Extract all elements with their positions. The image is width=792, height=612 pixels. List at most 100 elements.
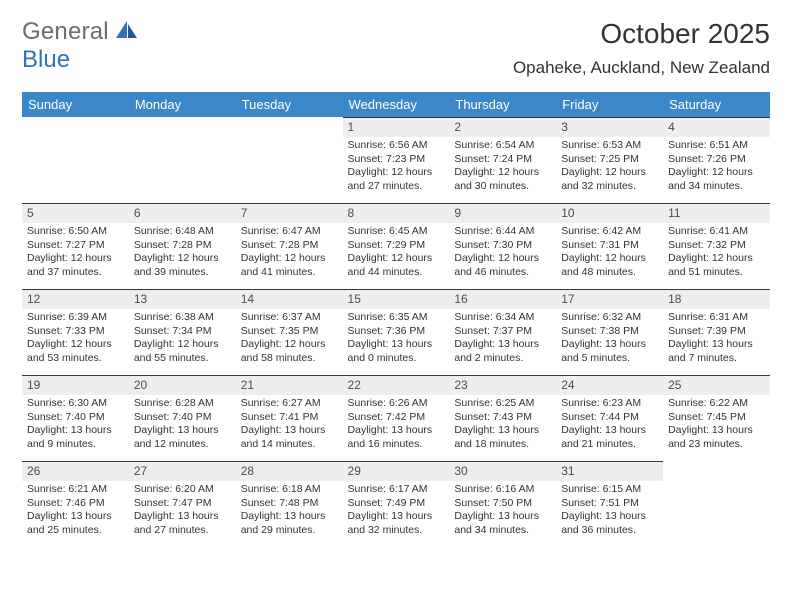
weekday-header: Tuesday	[236, 92, 343, 117]
sunset-text: Sunset: 7:45 PM	[668, 411, 765, 424]
sunset-text: Sunset: 7:41 PM	[241, 411, 338, 424]
daylight-text: Daylight: 13 hours and 27 minutes.	[134, 510, 231, 537]
daylight-text: Daylight: 12 hours and 27 minutes.	[348, 166, 445, 193]
daylight-text: Daylight: 13 hours and 36 minutes.	[561, 510, 658, 537]
sunrise-text: Sunrise: 6:20 AM	[134, 483, 231, 496]
day-number: 20	[129, 375, 236, 395]
day-content: Sunrise: 6:31 AMSunset: 7:39 PMDaylight:…	[663, 309, 770, 367]
sunrise-text: Sunrise: 6:34 AM	[454, 311, 551, 324]
day-number: 22	[343, 375, 450, 395]
sunrise-text: Sunrise: 6:26 AM	[348, 397, 445, 410]
calendar-cell: 24Sunrise: 6:23 AMSunset: 7:44 PMDayligh…	[556, 375, 663, 461]
sunset-text: Sunset: 7:31 PM	[561, 239, 658, 252]
sunrise-text: Sunrise: 6:51 AM	[668, 139, 765, 152]
calendar-table: Sunday Monday Tuesday Wednesday Thursday…	[22, 92, 770, 547]
sunrise-text: Sunrise: 6:54 AM	[454, 139, 551, 152]
calendar-cell: 22Sunrise: 6:26 AMSunset: 7:42 PMDayligh…	[343, 375, 450, 461]
day-content: Sunrise: 6:17 AMSunset: 7:49 PMDaylight:…	[343, 481, 450, 539]
sunrise-text: Sunrise: 6:42 AM	[561, 225, 658, 238]
daylight-text: Daylight: 12 hours and 37 minutes.	[27, 252, 124, 279]
sunrise-text: Sunrise: 6:44 AM	[454, 225, 551, 238]
calendar-cell: 15 Sunrise: 6:35 AMSunset: 7:36 PMDayligh…	[343, 289, 450, 375]
calendar-cell: 11Sunrise: 6:41 AMSunset: 7:32 PMDayligh…	[663, 203, 770, 289]
calendar-cell: 14Sunrise: 6:37 AMSunset: 7:35 PMDayligh…	[236, 289, 343, 375]
daylight-text: Daylight: 12 hours and 48 minutes.	[561, 252, 658, 279]
calendar-cell: 13Sunrise: 6:38 AMSunset: 7:34 PMDayligh…	[129, 289, 236, 375]
day-number: 8	[343, 203, 450, 223]
day-number: 5	[22, 203, 129, 223]
daylight-text: Daylight: 13 hours and 5 minutes.	[561, 338, 658, 365]
day-number: 2	[449, 117, 556, 137]
sunrise-text: Sunrise: 6:45 AM	[348, 225, 445, 238]
weekday-header: Wednesday	[343, 92, 450, 117]
sunrise-text: Sunrise: 6:28 AM	[134, 397, 231, 410]
day-content: Sunrise: 6:23 AMSunset: 7:44 PMDaylight:…	[556, 395, 663, 453]
daylight-text: Daylight: 12 hours and 39 minutes.	[134, 252, 231, 279]
day-content: Sunrise: 6:51 AMSunset: 7:26 PMDaylight:…	[663, 137, 770, 195]
day-number: 3	[556, 117, 663, 137]
day-number: 30	[449, 461, 556, 481]
day-number: 14	[236, 289, 343, 309]
sunrise-text: Sunrise: 6:53 AM	[561, 139, 658, 152]
day-content: Sunrise: 6:21 AMSunset: 7:46 PMDaylight:…	[22, 481, 129, 539]
logo-text: General Blue	[22, 18, 138, 74]
daylight-text: Daylight: 13 hours and 21 minutes.	[561, 424, 658, 451]
title-block: October 2025 Opaheke, Auckland, New Zeal…	[513, 18, 770, 78]
sunrise-text: Sunrise: 6:16 AM	[454, 483, 551, 496]
calendar-cell: 25Sunrise: 6:22 AMSunset: 7:45 PMDayligh…	[663, 375, 770, 461]
calendar-cell: 30Sunrise: 6:16 AMSunset: 7:50 PMDayligh…	[449, 461, 556, 547]
day-number: 7	[236, 203, 343, 223]
sunrise-text: Sunrise: 6:41 AM	[668, 225, 765, 238]
sunrise-text: Sunrise: 6:30 AM	[27, 397, 124, 410]
day-content: Sunrise: 6:26 AMSunset: 7:42 PMDaylight:…	[343, 395, 450, 453]
day-content: Sunrise: 6:16 AMSunset: 7:50 PMDaylight:…	[449, 481, 556, 539]
calendar-cell: 1Sunrise: 6:56 AMSunset: 7:23 PMDaylight…	[343, 117, 450, 203]
daylight-text: Daylight: 13 hours and 23 minutes.	[668, 424, 765, 451]
sunset-text: Sunset: 7:28 PM	[241, 239, 338, 252]
day-content: Sunrise: 6:54 AMSunset: 7:24 PMDaylight:…	[449, 137, 556, 195]
day-content: Sunrise: 6:38 AMSunset: 7:34 PMDaylight:…	[129, 309, 236, 367]
weekday-header: Friday	[556, 92, 663, 117]
sunset-text: Sunset: 7:32 PM	[668, 239, 765, 252]
sunset-text: Sunset: 7:38 PM	[561, 325, 658, 338]
calendar-row: 19Sunrise: 6:30 AMSunset: 7:40 PMDayligh…	[22, 375, 770, 461]
logo-word-general: General	[22, 18, 109, 45]
day-number: 10	[556, 203, 663, 223]
day-content: Sunrise: 6:30 AMSunset: 7:40 PMDaylight:…	[22, 395, 129, 453]
daylight-text: Daylight: 12 hours and 34 minutes.	[668, 166, 765, 193]
day-number: 26	[22, 461, 129, 481]
daylight-text: Daylight: 13 hours and 0 minutes.	[348, 338, 445, 365]
sunrise-text: Sunrise: 6:47 AM	[241, 225, 338, 238]
daylight-text: Daylight: 12 hours and 51 minutes.	[668, 252, 765, 279]
calendar-cell	[22, 117, 129, 203]
day-number: 24	[556, 375, 663, 395]
sunset-text: Sunset: 7:28 PM	[134, 239, 231, 252]
day-number: 9	[449, 203, 556, 223]
day-content: Sunrise: 6:50 AMSunset: 7:27 PMDaylight:…	[22, 223, 129, 281]
daylight-text: Daylight: 13 hours and 25 minutes.	[27, 510, 124, 537]
day-number: 6	[129, 203, 236, 223]
day-content: Sunrise: 6:20 AMSunset: 7:47 PMDaylight:…	[129, 481, 236, 539]
calendar-cell: 2Sunrise: 6:54 AMSunset: 7:24 PMDaylight…	[449, 117, 556, 203]
daylight-text: Daylight: 12 hours and 58 minutes.	[241, 338, 338, 365]
sunset-text: Sunset: 7:43 PM	[454, 411, 551, 424]
calendar-cell: 10 Sunrise: 6:42 AMSunset: 7:31 PMDayligh…	[556, 203, 663, 289]
sunset-text: Sunset: 7:49 PM	[348, 497, 445, 510]
sunset-text: Sunset: 7:29 PM	[348, 239, 445, 252]
sunset-text: Sunset: 7:51 PM	[561, 497, 658, 510]
sunrise-text: Sunrise: 6:35 AM	[348, 311, 445, 324]
sunset-text: Sunset: 7:25 PM	[561, 153, 658, 166]
daylight-text: Daylight: 13 hours and 12 minutes.	[134, 424, 231, 451]
sunrise-text: Sunrise: 6:15 AM	[561, 483, 658, 496]
sunrise-text: Sunrise: 6:38 AM	[134, 311, 231, 324]
day-content: Sunrise: 6:45 AMSunset: 7:29 PMDaylight:…	[343, 223, 450, 281]
calendar-cell	[129, 117, 236, 203]
sunset-text: Sunset: 7:36 PM	[348, 325, 445, 338]
calendar-cell: 21Sunrise: 6:27 AMSunset: 7:41 PMDayligh…	[236, 375, 343, 461]
sunset-text: Sunset: 7:27 PM	[27, 239, 124, 252]
calendar-cell: 28Sunrise: 6:18 AMSunset: 7:48 PMDayligh…	[236, 461, 343, 547]
day-number: 31	[556, 461, 663, 481]
calendar-cell	[663, 461, 770, 547]
day-number: 15	[343, 289, 450, 309]
day-content: Sunrise: 6:39 AMSunset: 7:33 PMDaylight:…	[22, 309, 129, 367]
